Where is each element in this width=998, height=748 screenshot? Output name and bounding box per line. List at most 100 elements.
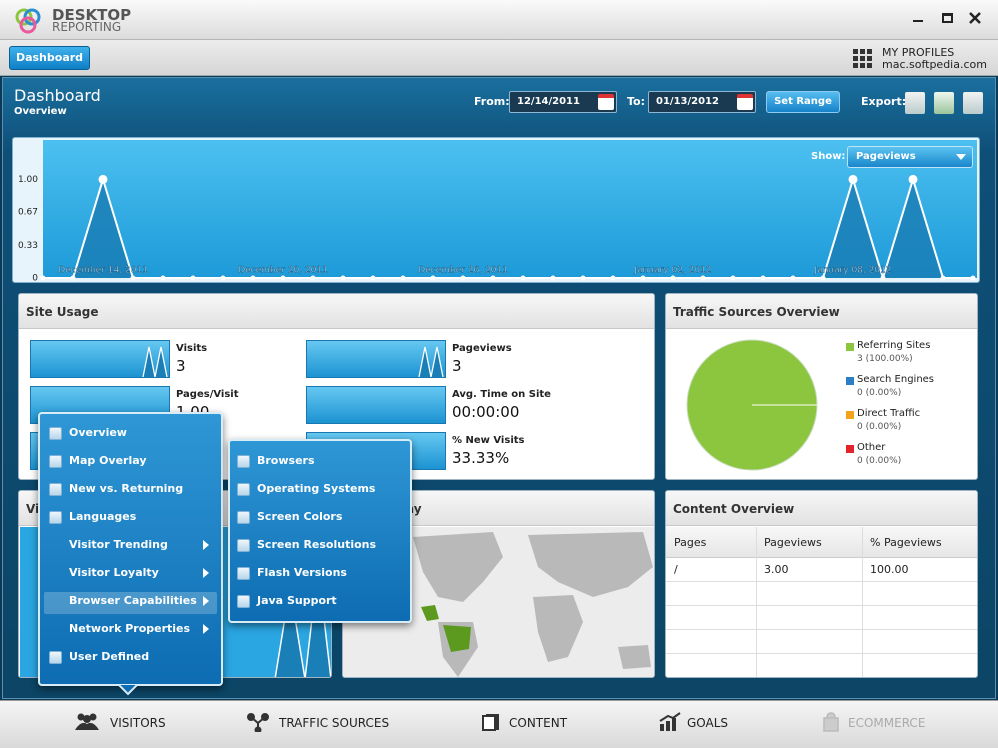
- visitors-icon[interactable]: [74, 712, 100, 732]
- traffic-sources-panel: Traffic Sources Overview Referring Sites…: [665, 293, 978, 480]
- table-cell: 3.00: [764, 563, 789, 576]
- menu-item[interactable]: Languages: [69, 510, 137, 523]
- legend-value: 0 (0.00%): [857, 456, 902, 466]
- y-tick-label: 0.67: [18, 207, 38, 217]
- legend-name: Referring Sites: [857, 340, 931, 351]
- nav-content[interactable]: CONTENT: [509, 716, 568, 730]
- menu-item[interactable]: Java Support: [257, 594, 337, 607]
- nav-visitors[interactable]: VISITORS: [110, 716, 166, 730]
- sparkline: [306, 386, 446, 424]
- checkbox[interactable]: [237, 511, 250, 524]
- checkbox[interactable]: [237, 567, 250, 580]
- data-point: [848, 174, 858, 184]
- data-point: [970, 275, 976, 281]
- table-header: [666, 527, 977, 558]
- calendar-icon[interactable]: [737, 94, 753, 110]
- nav-traffic-sources[interactable]: TRAFFIC SOURCES: [279, 716, 390, 730]
- goals-icon[interactable]: [659, 712, 681, 732]
- menu-item[interactable]: Browser Capabilities: [69, 594, 197, 607]
- data-point: [310, 275, 316, 281]
- submenu-arrow: [203, 540, 209, 550]
- to-input[interactable]: 01/13/2012: [648, 91, 756, 113]
- data-point: [430, 275, 436, 281]
- pageviews-chart: 0 0.33 0.67 1.00 December 14, 2011 December 2…: [18, 140, 977, 284]
- export-doc[interactable]: [963, 92, 983, 114]
- logo: [15, 8, 41, 34]
- menu-item[interactable]: Visitor Loyalty: [69, 566, 159, 579]
- data-point: [250, 275, 256, 281]
- legend-swatch: [846, 377, 854, 385]
- traffic-pie: [686, 339, 818, 471]
- menu-item[interactable]: New vs. Returning: [69, 482, 184, 495]
- profiles-label[interactable]: MY PROFILES: [882, 46, 955, 59]
- data-point: [610, 275, 616, 281]
- dropdown-arrow: [956, 154, 966, 160]
- dashboard-tab[interactable]: Dashboard: [9, 46, 90, 70]
- profiles-icon[interactable]: [853, 49, 873, 69]
- browser-capabilities-submenu: Browsers Operating Systems Screen Colors Sc…: [228, 439, 412, 623]
- menu-item[interactable]: Flash Versions: [257, 566, 347, 579]
- sparkline-shape: [418, 346, 444, 378]
- nav-goals[interactable]: GOALS: [687, 716, 729, 730]
- from-date: 12/14/2011: [517, 96, 580, 107]
- plot-area: [43, 140, 977, 278]
- checkbox[interactable]: [237, 455, 250, 468]
- data-point: [130, 275, 136, 281]
- legend-value: 0 (0.00%): [857, 422, 902, 432]
- legend-value: 3 (100.00%): [857, 354, 913, 364]
- maximize-button[interactable]: [942, 13, 953, 23]
- menu-pointer: [117, 684, 139, 696]
- menu-item[interactable]: Screen Colors: [257, 510, 343, 523]
- menu-item[interactable]: Map Overlay: [69, 454, 147, 467]
- row-divider: [666, 629, 977, 630]
- legend-swatch: [846, 343, 854, 351]
- submenu-arrow: [203, 596, 209, 606]
- menu-item[interactable]: Operating Systems: [257, 482, 376, 495]
- menu-item[interactable]: Screen Resolutions: [257, 538, 377, 551]
- legend-name: Other: [857, 442, 886, 453]
- data-point: [280, 275, 286, 281]
- checkbox[interactable]: [237, 539, 250, 552]
- toolbar: Dashboard MY PROFILES mac.softpedia.com: [0, 40, 998, 76]
- legend-value: 0 (0.00%): [857, 388, 902, 398]
- menu-item[interactable]: Visitor Trending: [69, 538, 168, 551]
- data-point: [70, 275, 76, 281]
- page-subtitle: Overview: [14, 106, 67, 117]
- checkbox[interactable]: [237, 595, 250, 608]
- sparkline: [30, 340, 170, 378]
- menu-item[interactable]: Overview: [69, 426, 127, 439]
- export-pdf[interactable]: [905, 92, 925, 114]
- x-tick-label: January 02, 2012: [633, 266, 711, 276]
- checkbox[interactable]: [49, 427, 62, 440]
- from-input[interactable]: 12/14/2011: [509, 91, 617, 113]
- data-point: [880, 275, 886, 281]
- show-value: Pageviews: [856, 151, 916, 162]
- legend-swatch: [846, 445, 854, 453]
- column-divider: [756, 527, 757, 677]
- checkbox[interactable]: [237, 483, 250, 496]
- traffic-icon[interactable]: [247, 712, 269, 732]
- calendar-icon[interactable]: [598, 94, 614, 110]
- menu-item[interactable]: Browsers: [257, 454, 315, 467]
- x-tick-label: January 08, 2012: [813, 266, 891, 276]
- panel-header: [666, 294, 977, 329]
- set-range-button[interactable]: Set Range: [766, 91, 840, 113]
- content-icon[interactable]: [482, 713, 500, 731]
- show-dropdown[interactable]: Pageviews: [847, 146, 973, 168]
- checkbox[interactable]: [49, 511, 62, 524]
- checkbox[interactable]: [49, 651, 62, 664]
- table-cell: 100.00: [870, 563, 909, 576]
- checkbox[interactable]: [49, 483, 62, 496]
- brand-top: DESKTOP: [52, 6, 132, 24]
- data-point: [520, 275, 526, 281]
- checkbox[interactable]: [49, 455, 62, 468]
- menu-item[interactable]: User Defined: [69, 650, 150, 663]
- content-overview-panel: Content Overview Pages Pageviews % Pagevie…: [665, 490, 978, 678]
- minimize-button[interactable]: [913, 20, 923, 22]
- menu-item[interactable]: Network Properties: [69, 622, 191, 635]
- close-button[interactable]: [969, 12, 981, 24]
- export-excel[interactable]: [934, 92, 954, 114]
- panel-title: Content Overview: [673, 502, 795, 516]
- metric-value: 3: [176, 357, 186, 375]
